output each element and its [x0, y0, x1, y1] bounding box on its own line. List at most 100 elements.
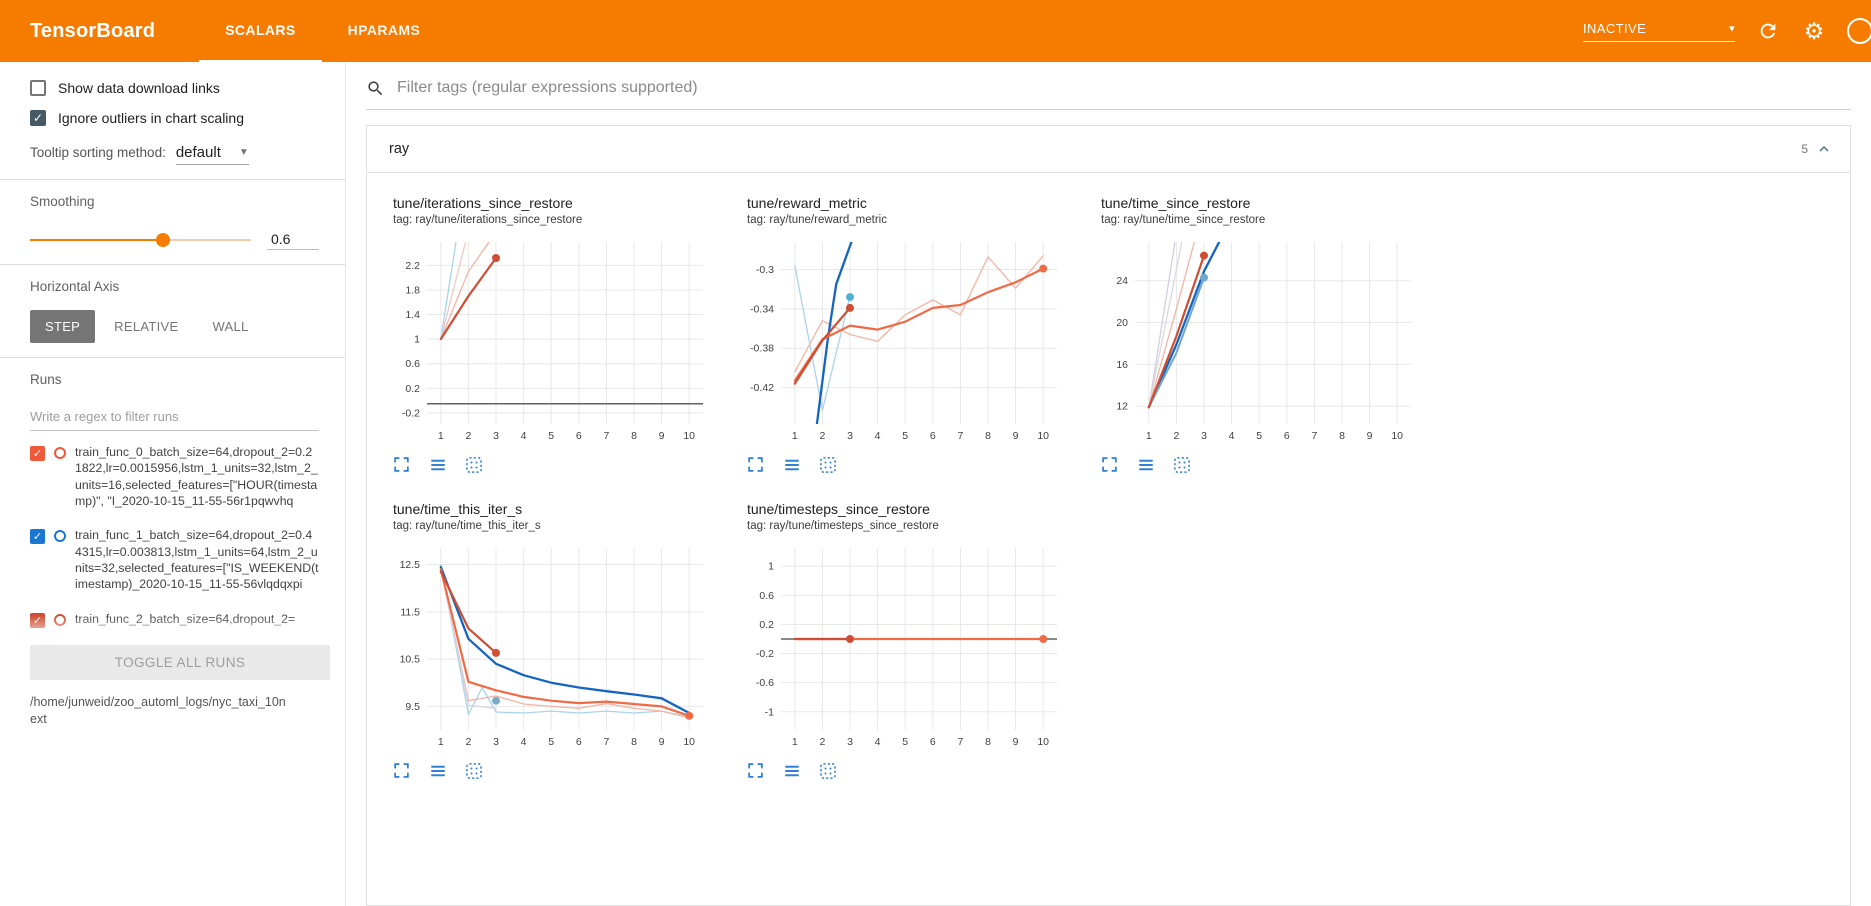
run-data-icon[interactable] [781, 760, 802, 781]
chart-title: tune/reward_metric [747, 195, 867, 211]
svg-text:9: 9 [1367, 430, 1373, 442]
svg-text:6: 6 [930, 736, 936, 748]
svg-text:3: 3 [847, 736, 853, 748]
tag-group-card: ray 5 tune/iterations_since_restore tag:… [366, 125, 1851, 906]
svg-text:9.5: 9.5 [405, 701, 420, 713]
run-data-icon[interactable] [781, 454, 802, 475]
tag-filter-input[interactable] [395, 78, 1851, 98]
content-area: Show data download links ✓ Ignore outlie… [0, 62, 1871, 906]
smoothing-value-input[interactable] [267, 229, 319, 250]
chart-tag: tag: ray/tune/reward_metric [747, 214, 887, 226]
svg-text:2.2: 2.2 [405, 260, 420, 272]
reload-status-select[interactable]: INACTIVE ▾ [1583, 21, 1735, 42]
svg-text:2: 2 [819, 430, 825, 442]
svg-text:1.8: 1.8 [405, 284, 420, 296]
svg-text:8: 8 [631, 736, 637, 748]
svg-text:-0.2: -0.2 [402, 407, 420, 419]
tooltip-sorting-value: default [175, 144, 221, 161]
svg-text:10: 10 [1391, 430, 1403, 442]
expand-chart-icon[interactable] [745, 760, 766, 781]
chart-actions [375, 450, 721, 475]
pin-chart-icon[interactable] [463, 760, 484, 781]
tag-group-header[interactable]: ray 5 [367, 126, 1850, 173]
run-data-icon[interactable] [427, 760, 448, 781]
svg-text:7: 7 [603, 430, 609, 442]
run-checkbox[interactable]: ✓ [30, 446, 45, 461]
svg-text:10: 10 [1037, 736, 1049, 748]
pin-chart-icon[interactable] [817, 760, 838, 781]
svg-text:6: 6 [576, 430, 582, 442]
svg-text:9: 9 [1013, 736, 1019, 748]
svg-text:24: 24 [1116, 275, 1128, 287]
chart-tag: tag: ray/tune/iterations_since_restore [393, 214, 583, 226]
help-icon[interactable] [1847, 18, 1871, 44]
smoothing-slider[interactable] [30, 232, 251, 247]
tag-filter-row [366, 78, 1851, 110]
reload-status-value: INACTIVE [1583, 20, 1647, 36]
expand-chart-icon[interactable] [391, 454, 412, 475]
svg-text:-0.3: -0.3 [756, 264, 774, 276]
chart-card: tune/time_since_restore tag: ray/tune/ti… [1083, 187, 1429, 475]
run-data-icon[interactable] [427, 454, 448, 475]
tab-hparams[interactable]: HPARAMS [347, 22, 421, 38]
svg-text:0.6: 0.6 [405, 358, 420, 370]
svg-text:4: 4 [875, 736, 881, 748]
axis-relative-button[interactable]: RELATIVE [99, 310, 193, 343]
svg-text:4: 4 [521, 736, 527, 748]
chart-actions [729, 450, 1075, 475]
runs-list: ✓ train_func_0_batch_size=64,dropout_2=0.… [30, 435, 319, 641]
svg-text:5: 5 [548, 430, 554, 442]
ignore-outliers-label: Ignore outliers in chart scaling [58, 110, 244, 126]
svg-text:1: 1 [438, 736, 444, 748]
tooltip-sorting-label: Tooltip sorting method: [30, 145, 166, 160]
chevron-up-icon[interactable] [1816, 141, 1832, 157]
sidebar: Show data download links ✓ Ignore outlie… [0, 62, 346, 906]
run-checkbox[interactable]: ✓ [30, 529, 45, 545]
expand-chart-icon[interactable] [745, 454, 766, 475]
sidebar-divider [0, 357, 345, 358]
horizontal-axis-buttons: STEP RELATIVE WALL [30, 310, 319, 343]
refresh-icon[interactable] [1755, 18, 1781, 44]
chart-tag: tag: ray/tune/time_since_restore [1101, 214, 1266, 226]
svg-text:1: 1 [1146, 430, 1152, 442]
runs-filter-input[interactable] [30, 403, 319, 431]
svg-text:0.2: 0.2 [405, 383, 420, 395]
tab-scalars[interactable]: SCALARS [199, 0, 322, 62]
svg-text:1: 1 [768, 561, 774, 573]
run-data-icon[interactable] [1135, 454, 1156, 475]
expand-chart-icon[interactable] [391, 760, 412, 781]
chart-plot: -1 -0.6 -0.2 0.2 0.6 1 1 2 3 4 5 6 7 8 9 10 [756, 548, 1057, 748]
axis-wall-button[interactable]: WALL [197, 310, 263, 343]
run-row[interactable]: ✓ train_func_1_batch_size=64,dropout_2=0.… [30, 518, 319, 601]
chart-actions [729, 756, 1075, 781]
svg-text:-0.42: -0.42 [750, 382, 774, 394]
pin-chart-icon[interactable] [463, 454, 484, 475]
svg-text:5: 5 [1256, 430, 1262, 442]
svg-text:10: 10 [1037, 430, 1049, 442]
svg-text:5: 5 [902, 736, 908, 748]
svg-text:2: 2 [465, 736, 471, 748]
chevron-down-icon: ▼ [238, 147, 249, 158]
axis-step-button[interactable]: STEP [30, 310, 96, 343]
run-row[interactable]: ✓ train_func_0_batch_size=64,dropout_2=0.… [30, 435, 319, 518]
svg-text:7: 7 [1311, 430, 1317, 442]
run-color-radio[interactable] [54, 530, 66, 543]
svg-text:8: 8 [985, 430, 991, 442]
svg-text:6: 6 [930, 430, 936, 442]
pin-chart-icon[interactable] [817, 454, 838, 475]
ignore-outliers-checkbox[interactable]: ✓ [30, 110, 46, 126]
svg-text:2: 2 [1173, 430, 1179, 442]
chart-plot: -0.2 0.2 0.6 1 1.4 1.8 2.2 1 2 3 4 5 6 7 8 9 10 [402, 242, 703, 442]
settings-gear-icon[interactable]: ⚙ [1803, 17, 1825, 44]
pin-chart-icon[interactable] [1171, 454, 1192, 475]
toggle-all-runs-button[interactable]: TOGGLE ALL RUNS [30, 645, 330, 680]
tooltip-sorting-select[interactable]: default ▼ [175, 144, 249, 165]
runs-list-fade [30, 615, 319, 641]
run-color-radio[interactable] [54, 447, 66, 459]
show-download-links-checkbox[interactable] [30, 80, 46, 96]
expand-chart-icon[interactable] [1099, 454, 1120, 475]
sidebar-divider [0, 179, 345, 180]
smoothing-slider-knob[interactable] [155, 232, 170, 247]
run-label: train_func_1_batch_size=64,dropout_2=0.4… [75, 528, 319, 592]
chart-card: tune/time_this_iter_s tag: ray/tune/time… [375, 493, 721, 781]
